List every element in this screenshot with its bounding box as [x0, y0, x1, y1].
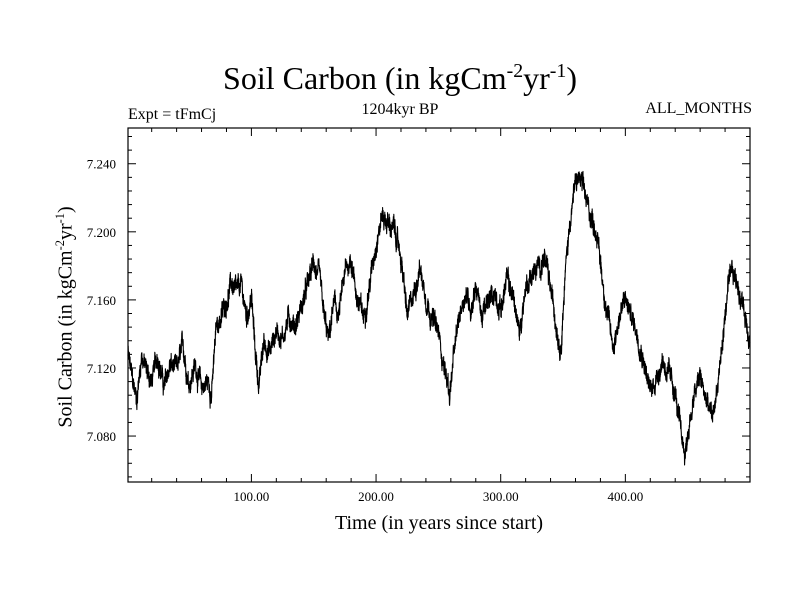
x-tick-label: 300.00 [483, 489, 519, 504]
chart-subtitle: 1204kyr BP [361, 101, 439, 118]
ticks-layer: 100.00 200.00 300.00 400.00 7.080 7.120 7.160 7… [87, 128, 750, 504]
y-tick-label: 7.200 [87, 225, 116, 240]
plot-frame [127, 127, 751, 483]
experiment-label: Expt = tFmCj [128, 106, 217, 123]
y-tick-label: 7.160 [87, 293, 116, 308]
x-axis-label: Time (in years since start) [334, 512, 544, 534]
y-tick-label: 7.080 [87, 429, 116, 444]
months-label: ALL_MONTHS [645, 100, 752, 117]
y-tick-label: 7.120 [87, 361, 116, 376]
series-line [127, 170, 751, 466]
x-tick-label: 100.00 [234, 489, 270, 504]
x-tick-label: 200.00 [358, 489, 394, 504]
y-tick-label: 7.240 [87, 157, 116, 172]
series-layer [127, 170, 751, 466]
x-tick-label: 400.00 [607, 489, 643, 504]
chart-title: Soil Carbon (in kgCm-2yr-1) [223, 60, 577, 96]
